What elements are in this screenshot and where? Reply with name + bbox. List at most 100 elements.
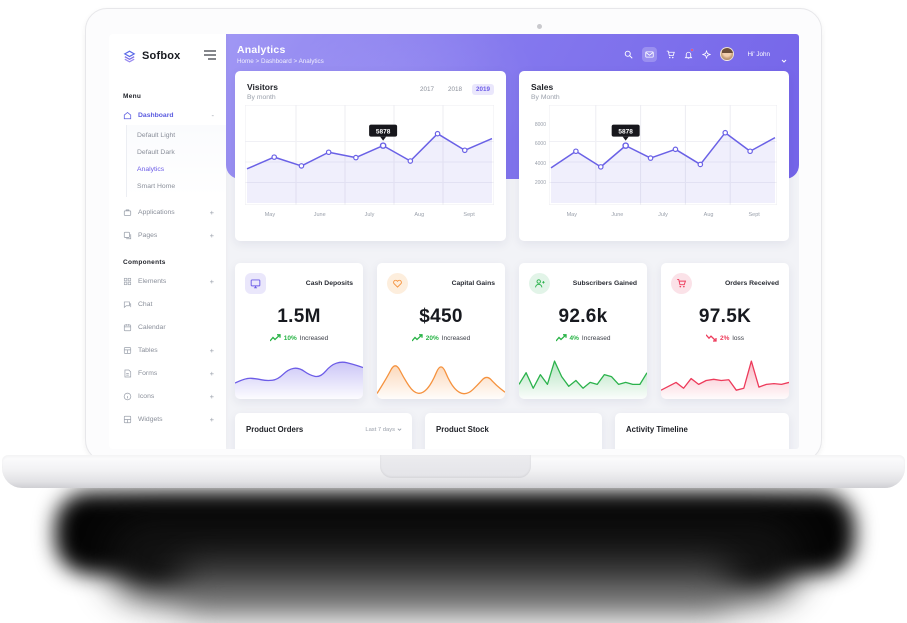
- widgets-icon: [123, 415, 132, 424]
- logo-row[interactable]: Sofbox: [109, 34, 226, 65]
- laptop-base: [2, 455, 905, 488]
- cart-icon[interactable]: [666, 50, 676, 59]
- hamburger-icon[interactable]: [204, 47, 216, 65]
- stat-card-orders-received: Orders Received 97.5K 2% loss: [661, 263, 789, 399]
- chevron-down-icon: [397, 428, 402, 431]
- page-title: Analytics: [237, 43, 286, 56]
- sidebar: Sofbox Menu Dashboard - Default Light De…: [109, 34, 226, 449]
- visitors-subtitle: By month: [247, 94, 276, 101]
- sparkline-chart: [519, 360, 647, 399]
- visitors-x-axis: May June July Aug Sept: [264, 212, 475, 218]
- sidebar-item-analytics[interactable]: Analytics: [137, 166, 165, 173]
- stat-change: 4% Increased: [519, 334, 647, 342]
- sofbox-logo-icon: [122, 49, 137, 64]
- chevron-down-icon[interactable]: [781, 51, 787, 63]
- sidebar-item-icons[interactable]: Icons +: [109, 387, 226, 406]
- trend-up-icon: [269, 334, 281, 342]
- sparkline-chart: [661, 360, 789, 399]
- sparkline-chart: [377, 365, 505, 399]
- notification-dot: [690, 47, 695, 52]
- svg-text:5878: 5878: [376, 129, 391, 136]
- laptop-bezel: Sofbox Menu Dashboard - Default Light De…: [85, 8, 822, 462]
- stat-card-cash-deposits: Cash Deposits 1.5M 10% Increased: [235, 263, 363, 399]
- user-avatar[interactable]: [720, 47, 735, 61]
- main-content: Analytics Home > Dashboard > Analytics H…: [226, 34, 799, 449]
- grid-icon: [123, 277, 132, 286]
- activity-timeline-card: Activity Timeline: [615, 413, 789, 449]
- visitors-card: Visitors By month 2017 2018 2019 5878 Ma…: [235, 71, 506, 241]
- sales-subtitle: By Month: [531, 94, 560, 101]
- sidebar-item-dashboard[interactable]: Dashboard -: [109, 106, 226, 125]
- calendar-icon: [123, 323, 132, 332]
- sidebar-item-calendar[interactable]: Calendar: [109, 318, 226, 337]
- stat-value: 1.5M: [277, 306, 321, 327]
- bell-icon[interactable]: [684, 47, 695, 59]
- stat-card-capital-gains: Capital Gains $450 20% Increased: [377, 263, 505, 399]
- chat-icon: [123, 300, 132, 309]
- stat-title: Subscribers Gained: [572, 280, 637, 287]
- menu-section-label: Menu: [123, 93, 142, 100]
- sidebar-item-default-light[interactable]: Default Light: [137, 132, 176, 139]
- sidebar-item-elements[interactable]: Elements +: [109, 272, 226, 291]
- visitors-chart: 5878 May June July Aug Sept: [244, 104, 506, 218]
- laptop-shadow-soft: [175, 565, 735, 613]
- product-stock-card: Product Stock: [425, 413, 602, 449]
- product-orders-title: Product Orders: [246, 425, 304, 434]
- breadcrumb: Home > Dashboard > Analytics: [237, 57, 324, 65]
- stat-title: Orders Received: [724, 280, 779, 287]
- sidebar-item-tables[interactable]: Tables +: [109, 341, 226, 360]
- stat-change: 20% Increased: [377, 334, 505, 342]
- trend-up-icon: [555, 334, 567, 342]
- sales-y-axis: 8000 6000 4000 2000: [534, 121, 546, 187]
- sidebar-item-widgets[interactable]: Widgets +: [109, 410, 226, 429]
- trackpad-notch: [380, 455, 531, 478]
- sales-x-axis: May June July Aug Sept: [566, 212, 760, 218]
- pages-icon: [123, 231, 132, 240]
- logo-text: Sofbox: [142, 50, 181, 62]
- stat-value: 92.6k: [558, 306, 608, 327]
- sidebar-item-smart-home[interactable]: Smart Home: [137, 183, 176, 190]
- monitor-icon: [245, 273, 266, 294]
- svg-text:5878: 5878: [618, 129, 633, 136]
- sales-line-chart: 5878: [548, 104, 778, 206]
- file-icon: [123, 369, 132, 378]
- sidebar-item-default-dark[interactable]: Default Dark: [137, 149, 175, 156]
- year-2018-button[interactable]: 2018: [447, 86, 462, 93]
- cart-icon: [671, 273, 692, 294]
- home-icon: [123, 111, 132, 120]
- table-icon: [123, 346, 132, 355]
- stat-change: 2% loss: [661, 334, 789, 342]
- dashboard-submenu: Default Light Default Dark Analytics Sma…: [126, 125, 226, 197]
- year-filter: 2017 2018 2019: [416, 84, 494, 95]
- user-name[interactable]: Hi' John: [747, 50, 770, 58]
- user-plus-icon: [529, 273, 550, 294]
- stat-title: Capital Gains: [451, 280, 495, 287]
- visitors-line-chart: 5878: [244, 104, 495, 206]
- sidebar-item-chat[interactable]: Chat: [109, 295, 226, 314]
- activity-timeline-title: Activity Timeline: [626, 425, 688, 434]
- sidebar-item-pages[interactable]: Pages +: [109, 226, 226, 245]
- mail-icon[interactable]: [642, 46, 658, 62]
- search-icon[interactable]: [624, 50, 634, 59]
- compass-icon[interactable]: [702, 49, 712, 59]
- year-2019-button[interactable]: 2019: [471, 84, 494, 95]
- trend-down-icon: [706, 334, 717, 342]
- app-screen: Sofbox Menu Dashboard - Default Light De…: [109, 34, 799, 449]
- stat-value: 97.5K: [698, 306, 752, 327]
- sales-card: Sales By Month 8000 6000 4000 2000 5878: [519, 71, 789, 241]
- stat-title: Cash Deposits: [305, 280, 353, 287]
- components-section-label: Components: [123, 259, 166, 266]
- collapse-indicator: -: [211, 111, 215, 120]
- product-orders-card: Product Orders Last 7 days: [235, 413, 412, 449]
- stat-value: $450: [419, 306, 463, 327]
- sidebar-item-forms[interactable]: Forms +: [109, 364, 226, 383]
- trend-up-icon: [411, 334, 423, 342]
- visitors-title: Visitors: [247, 82, 279, 92]
- year-2017-button[interactable]: 2017: [419, 86, 434, 93]
- sales-chart: 8000 6000 4000 2000 5878 May June July A…: [535, 104, 789, 218]
- sales-title: Sales: [531, 82, 554, 92]
- product-stock-title: Product Stock: [436, 425, 489, 434]
- date-range-dropdown[interactable]: Last 7 days: [365, 427, 402, 433]
- sidebar-item-applications[interactable]: Applications +: [109, 203, 226, 222]
